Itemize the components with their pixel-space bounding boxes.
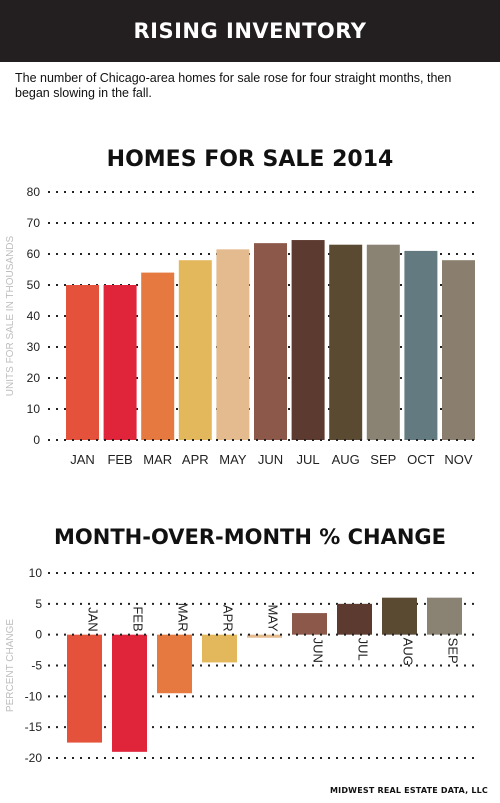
y-tick-label: -5 xyxy=(31,659,42,673)
y-tick-label: -20 xyxy=(25,751,43,765)
bar-label: JUL xyxy=(356,638,371,661)
y-tick-label: 80 xyxy=(27,185,41,199)
y-tick-label: 50 xyxy=(27,278,41,292)
bar-mar xyxy=(157,634,192,694)
y-tick-label: 0 xyxy=(35,628,42,642)
homes-for-sale-chart: 0 10 20 30 40 50 60 70 80 JAN FEB MAR APR MAY JUN JUL AU… xyxy=(5,185,480,467)
bar-jul xyxy=(337,603,372,635)
x-tick-label: SEP xyxy=(370,452,396,467)
y-axis-label: PERCENT CHANGE xyxy=(5,619,16,712)
y-tick-label: 70 xyxy=(27,216,41,230)
bar-label: APR xyxy=(221,605,236,632)
y-tick-label: 10 xyxy=(29,566,43,580)
banner-title: RISING INVENTORY xyxy=(0,0,500,62)
source-credit: MIDWEST REAL ESTATE DATA, LLC xyxy=(330,786,488,795)
x-tick-label: APR xyxy=(182,452,209,467)
bar-feb xyxy=(103,285,137,440)
bar-jan xyxy=(67,634,102,743)
bar-label: FEB xyxy=(131,606,146,631)
x-tick-label: MAY xyxy=(219,452,247,467)
x-tick-label: AUG xyxy=(332,452,360,467)
x-tick-label: NOV xyxy=(444,452,473,467)
x-tick-label: JUN xyxy=(258,452,283,467)
bar-label: MAR xyxy=(176,603,191,632)
y-axis-label: UNITS FOR SALE IN THOUSANDS xyxy=(5,235,16,396)
percent-change-chart: -20 -15 -10 -5 0 5 10 JAN FEB MAR APR MAY JUN JUL AUG S… xyxy=(5,566,480,765)
bar-apr xyxy=(178,260,212,440)
bar-jan xyxy=(66,285,99,440)
bar-feb xyxy=(112,634,147,752)
bar-aug xyxy=(382,597,417,635)
bar-mar xyxy=(141,272,175,440)
y-tick-label: 10 xyxy=(27,402,41,416)
y-tick-label: 60 xyxy=(27,247,41,261)
bar-may xyxy=(216,249,250,440)
y-tick-label: 40 xyxy=(27,309,41,323)
intro-text: The number of Chicago-area homes for sal… xyxy=(15,71,452,100)
y-tick-label: 0 xyxy=(33,433,40,447)
bar-label: AUG xyxy=(401,638,416,666)
bar-aug xyxy=(329,244,363,440)
bar-sep xyxy=(427,597,462,635)
bar-oct xyxy=(404,250,438,440)
y-tick-label: 30 xyxy=(27,340,41,354)
bar-label: JUN xyxy=(311,638,326,663)
bar-label: MAY xyxy=(266,604,281,632)
chart1-title: HOMES FOR SALE 2014 xyxy=(106,147,394,172)
x-tick-label: JUL xyxy=(297,452,320,467)
chart2-title: MONTH-OVER-MONTH % CHANGE xyxy=(54,525,446,549)
bar-jun xyxy=(292,613,327,635)
bar-label: SEP xyxy=(446,638,461,664)
x-tick-label: MAR xyxy=(143,452,172,467)
x-tick-label: JAN xyxy=(70,452,95,467)
y-tick-label: -15 xyxy=(25,720,43,734)
bar-apr xyxy=(202,634,237,663)
bar-jun xyxy=(254,243,287,440)
bar-jul xyxy=(291,240,325,440)
bar-nov xyxy=(442,260,475,440)
x-tick-label: FEB xyxy=(107,452,132,467)
y-tick-label: 20 xyxy=(27,371,41,385)
x-tick-label: OCT xyxy=(407,452,435,467)
bar-label: JAN xyxy=(86,607,101,632)
y-tick-label: 5 xyxy=(35,597,42,611)
bar-sep xyxy=(366,244,400,440)
bar-may xyxy=(247,634,282,638)
y-tick-label: -10 xyxy=(25,689,43,703)
